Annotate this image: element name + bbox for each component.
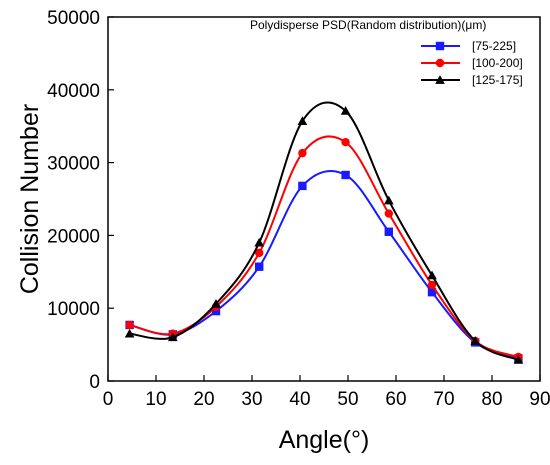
data-point [384,227,393,236]
legend-item: [100-200] [421,56,523,70]
y-axis-ticks: 0 10000 20000 30000 40000 50000 [47,8,114,393]
data-point [340,106,351,115]
x-tick-label: 70 [433,389,454,410]
data-point [427,280,437,290]
data-point [255,262,264,271]
data-point [297,116,308,125]
series-[75-225] [125,170,523,363]
data-point [124,328,135,338]
data-point [341,170,350,180]
series-layer [124,101,524,364]
data-point [167,332,178,342]
series-line [129,135,519,358]
x-axis-title: Angle(°) [279,426,370,454]
x-tick-label: 40 [289,389,310,410]
y-tick-label: 0 [89,372,100,393]
x-tick-label: 30 [241,389,262,410]
legend-item: [75-225] [421,39,516,53]
plot-frame [107,16,541,382]
data-point [298,181,307,191]
series-[125-175] [124,101,524,364]
y-tick-label: 20000 [47,226,100,247]
x-axis-ticks: 0 10 20 30 40 50 60 70 80 90 [103,375,550,410]
data-point [254,237,265,247]
plot-area [107,16,541,382]
legend-item: [125-175] [421,73,523,87]
data-point [211,306,221,316]
x-tick-label: 20 [193,389,214,410]
x-tick-label: 0 [103,389,114,410]
data-point [255,248,264,258]
y-tick-label: 30000 [47,154,100,175]
legend: Polydisperse PSD(Random distribution)(μm… [250,18,523,87]
data-point [384,209,393,218]
y-tick-label: 50000 [47,8,100,29]
legend-label: [125-175] [472,73,523,87]
x-tick-label: 60 [385,389,406,410]
legend-marker [435,41,445,51]
x-tick-label: 90 [529,389,550,410]
data-point [125,320,134,330]
y-tick-label: 10000 [47,299,100,320]
y-axis-title: Collision Number [16,104,44,294]
x-tick-label: 10 [145,389,166,410]
y-tick-label: 40000 [47,81,100,102]
legend-marker [435,58,445,68]
legend-label: [75-225] [472,39,516,53]
data-point [298,148,307,158]
data-point [513,355,524,364]
series-line [129,170,519,360]
x-tick-label: 80 [481,389,502,410]
series-line [129,101,519,361]
data-point [470,336,481,345]
legend-title: Polydisperse PSD(Random distribution)(μm… [250,18,486,32]
data-point [211,299,221,308]
x-tick-label: 50 [337,389,358,410]
legend-marker [435,75,445,84]
legend-label: [100-200] [472,56,523,70]
data-point [427,287,437,297]
data-point [341,138,350,147]
data-point [427,270,437,280]
data-point [383,195,394,205]
